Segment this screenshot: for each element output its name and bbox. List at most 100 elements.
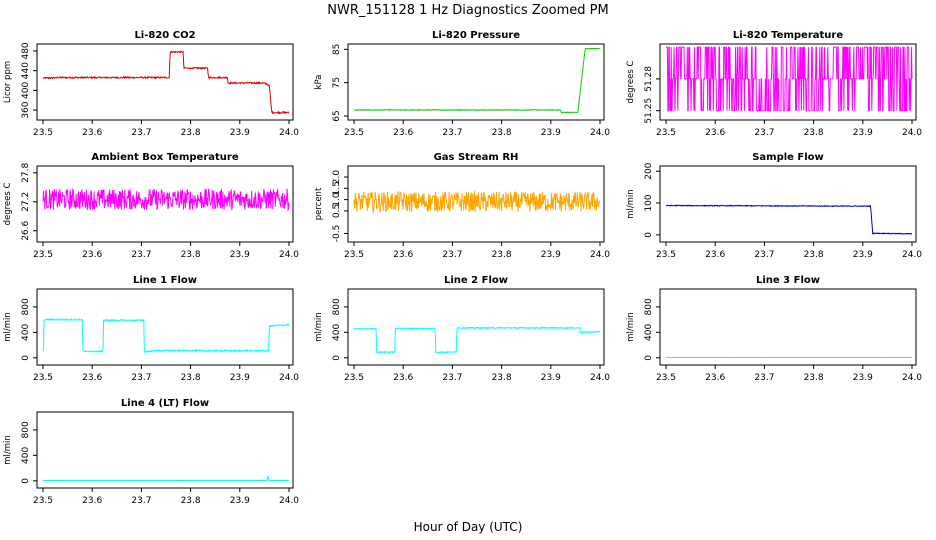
x-tick-label: 24.0 [279,128,299,138]
y-tick-label: 200 [644,162,654,179]
x-tick-label: 23.8 [804,250,824,260]
plot-frame [347,288,605,366]
y-tick-label: 26.6 [21,220,31,240]
panel-9: Line 4 (LT) Flow ml/min 23.5 23.6 23.7 23.8 23… [3,398,299,506]
x-tick-label: 23.9 [230,373,250,383]
x-tick-label: 23.7 [131,250,151,260]
plot-frame [36,411,294,489]
x-tick-label: 23.9 [230,128,250,138]
x-tick-label: 23.6 [705,128,725,138]
y-axis-label: percent [314,187,324,220]
panel-title: Li-820 CO2 [134,30,195,41]
plot-frame [659,43,917,121]
x-tick-label: 23.6 [82,128,102,138]
x-tick-label: 23.6 [393,250,413,260]
panel-title: Li-820 Pressure [432,30,520,41]
x-tick-label: 24.0 [902,128,922,138]
y-tick-label: 0 [21,355,31,361]
x-tick-label: 23.9 [853,373,873,383]
y-tick-label: 85 [332,44,342,55]
y-tick-label: 0 [21,478,31,484]
y-tick-label: 800 [21,421,31,438]
panels: Li-820 CO2 Licor ppm 23.5 23.6 23.7 23.8 23.9 2… [3,30,922,506]
y-tick-label: 360 [21,101,31,118]
y-tick-label: 1.5 [332,181,342,195]
plot-frame [347,43,605,121]
x-tick-label: 23.8 [181,128,201,138]
y-tick-label: 65 [332,110,342,121]
x-tick-label: 23.7 [754,128,774,138]
y-tick-label: 400 [21,447,31,464]
x-tick-label: 23.6 [393,128,413,138]
y-axis-label: ml/min [3,312,13,342]
y-axis-label: kPa [314,75,324,90]
y-tick-label: 0 [644,232,654,238]
y-tick-label: 2.0 [332,170,342,185]
y-axis-label: degrees C [626,61,636,104]
panel-title: Line 4 (LT) Flow [121,398,209,409]
y-axis-label: ml/min [3,435,13,465]
panel-title: Line 1 Flow [133,275,197,286]
y-tick-label: 400 [21,324,31,341]
y-axis-label: ml/min [626,312,636,342]
x-tick-label: 23.5 [656,128,676,138]
x-tick-label: 23.5 [344,128,364,138]
y-tick-label: -0.5 [332,225,342,243]
y-tick-label: 400 [21,82,31,99]
figure-title: NWR_151128 1 Hz Diagnostics Zoomed PM [327,3,609,18]
panel-6: Line 1 Flow ml/min 23.5 23.6 23.7 23.8 23.9 24.… [3,275,299,383]
x-tick-label: 23.8 [804,128,824,138]
panel-title: Line 2 Flow [444,275,508,286]
y-axis-label: ml/min [626,189,636,219]
x-tick-label: 23.5 [33,128,53,138]
data-series-line [353,190,601,214]
panel-title: Sample Flow [752,152,824,163]
x-tick-label: 23.8 [181,250,201,260]
panel-title: Li-820 Temperature [733,30,843,41]
y-tick-label: 0.5 [332,204,342,218]
x-tick-label: 24.0 [279,496,299,506]
y-tick-label: 800 [21,298,31,315]
x-tick-label: 23.9 [541,373,561,383]
x-tick-label: 23.6 [82,496,102,506]
y-tick-label: 75 [332,77,342,88]
y-tick-label: 800 [332,298,342,315]
data-series-line [42,187,290,212]
x-tick-label: 24.0 [590,373,610,383]
panel-title: Ambient Box Temperature [91,152,238,163]
x-tick-label: 23.8 [492,128,512,138]
data-series-line [353,47,600,114]
y-tick-label: 1.0 [332,192,342,207]
y-tick-label: 400 [332,324,342,341]
x-tick-label: 23.8 [492,373,512,383]
panel-5: Sample Flow ml/min 23.5 23.6 23.7 23.8 23.9 24.… [626,152,922,260]
x-tick-label: 23.7 [442,373,462,383]
x-tick-label: 23.5 [33,496,53,506]
x-tick-label: 23.9 [541,128,561,138]
y-tick-label: 27.8 [21,163,31,183]
data-series-line [42,49,290,115]
plot-frame [659,288,917,366]
x-tick-label: 23.8 [181,496,201,506]
panel-1: Li-820 Pressure kPa 23.5 23.6 23.7 23.8 23.9 24… [314,30,610,138]
y-tick-label: 51.28 [644,66,654,92]
y-tick-label: 480 [21,42,31,59]
y-tick-label: 27.2 [21,192,31,212]
x-tick-label: 23.5 [344,373,364,383]
data-series-line [666,46,913,112]
x-tick-label: 23.9 [853,250,873,260]
x-tick-label: 23.6 [82,250,102,260]
plot-frame [36,288,294,366]
x-tick-label: 23.5 [344,250,364,260]
y-axis-label: Licor ppm [3,61,13,103]
x-tick-label: 23.6 [705,373,725,383]
x-tick-label: 24.0 [590,128,610,138]
x-tick-label: 23.8 [181,373,201,383]
y-tick-label: 51.25 [644,98,654,124]
y-axis-label: degrees C [3,183,13,226]
x-tick-label: 23.6 [705,250,725,260]
panel-title: Line 3 Flow [756,275,820,286]
x-tick-label: 23.9 [541,250,561,260]
